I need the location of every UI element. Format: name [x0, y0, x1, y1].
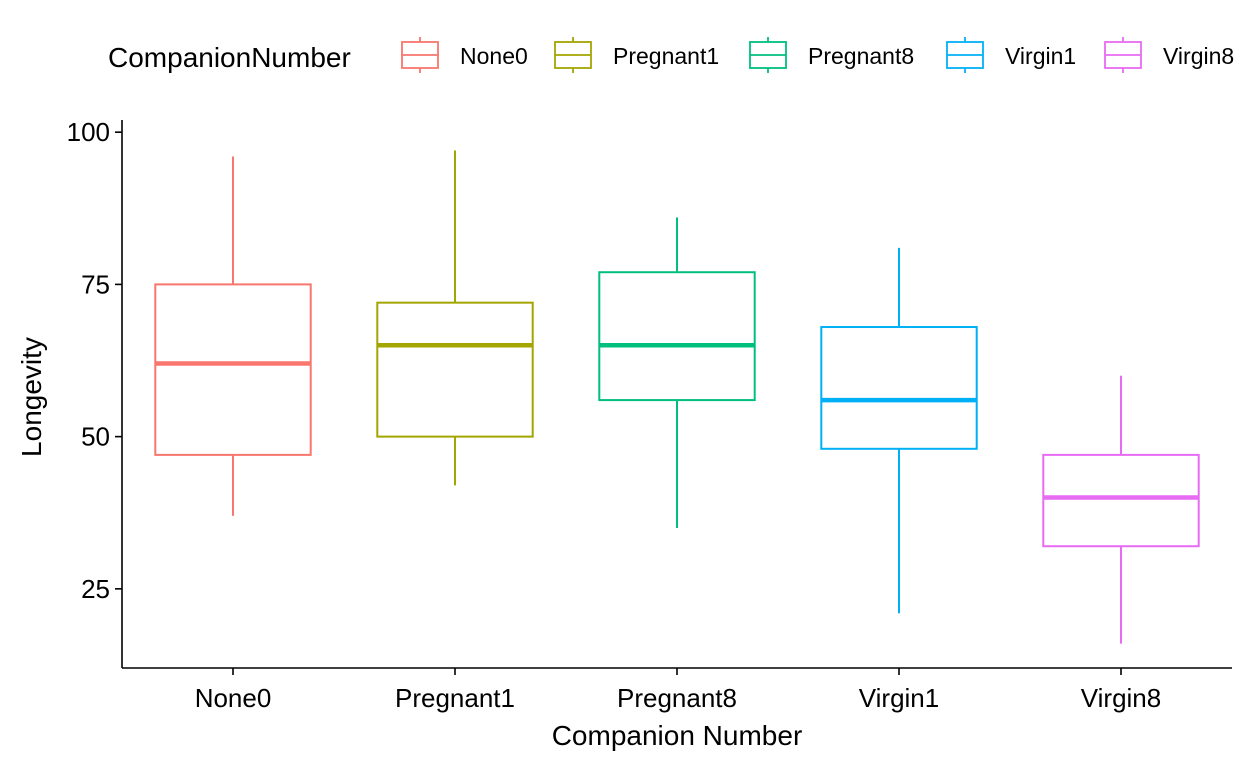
box-iqr: [1042, 453, 1200, 548]
box-iqr: [154, 283, 312, 456]
box-None0: [154, 156, 312, 516]
legend-label: Pregnant1: [613, 43, 719, 69]
box-iqr: [376, 301, 534, 438]
legend-label: None0: [460, 43, 528, 69]
x-tick-label: None0: [195, 683, 272, 713]
box-Virgin1: [820, 247, 978, 614]
legend: CompanionNumber None0 Pregnant1 Pregnant8 V…: [108, 37, 1234, 73]
y-tick-label: 75: [81, 269, 110, 299]
x-axis-title: Companion Number: [552, 720, 803, 751]
legend-item-Pregnant1: Pregnant1: [554, 37, 719, 73]
legend-item-Pregnant8: Pregnant8: [749, 37, 914, 73]
legend-label: Virgin1: [1005, 43, 1076, 69]
y-tick-label: 25: [81, 574, 110, 604]
box-Pregnant1: [376, 150, 534, 486]
box-iqr: [598, 271, 756, 402]
x-tick-label: Pregnant1: [395, 683, 515, 713]
box-Virgin8: [1042, 375, 1200, 644]
legend-label: Virgin8: [1163, 43, 1234, 69]
box-iqr: [820, 326, 978, 450]
legend-title: CompanionNumber: [108, 42, 351, 73]
y-tick-label: 100: [67, 117, 110, 147]
x-tick-label: Virgin8: [1081, 683, 1161, 713]
legend-item-None0: None0: [401, 37, 528, 73]
legend-item-Virgin1: Virgin1: [946, 37, 1076, 73]
x-tick-label: Pregnant8: [617, 683, 737, 713]
plot-area: 25 50 75 100 None0 Pregnant1 Pregnant8 Virgin1…: [67, 117, 1232, 713]
y-axis-title: Longevity: [16, 337, 47, 457]
y-tick-label: 50: [81, 422, 110, 452]
legend-label: Pregnant8: [808, 43, 914, 69]
box-Pregnant8: [598, 217, 756, 528]
legend-item-Virgin8: Virgin8: [1104, 37, 1234, 73]
x-tick-label: Virgin1: [859, 683, 939, 713]
